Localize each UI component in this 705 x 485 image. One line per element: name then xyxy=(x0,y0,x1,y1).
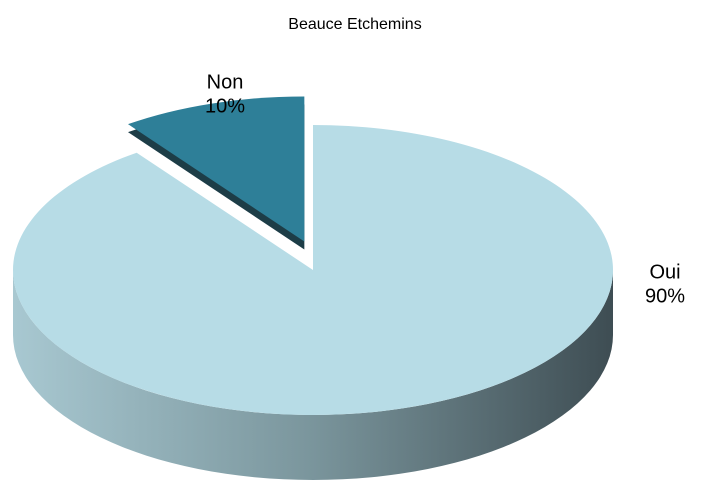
slice-label: Non xyxy=(207,71,244,93)
pie-slice xyxy=(128,96,305,242)
pie-slice xyxy=(12,125,613,415)
slice-value-label: 90% xyxy=(645,285,685,307)
slice-label: Oui xyxy=(649,261,680,283)
chart-title: Beauce Etchemins xyxy=(288,16,421,33)
slice-value-label: 10% xyxy=(205,95,245,117)
pie-wall xyxy=(13,270,613,480)
